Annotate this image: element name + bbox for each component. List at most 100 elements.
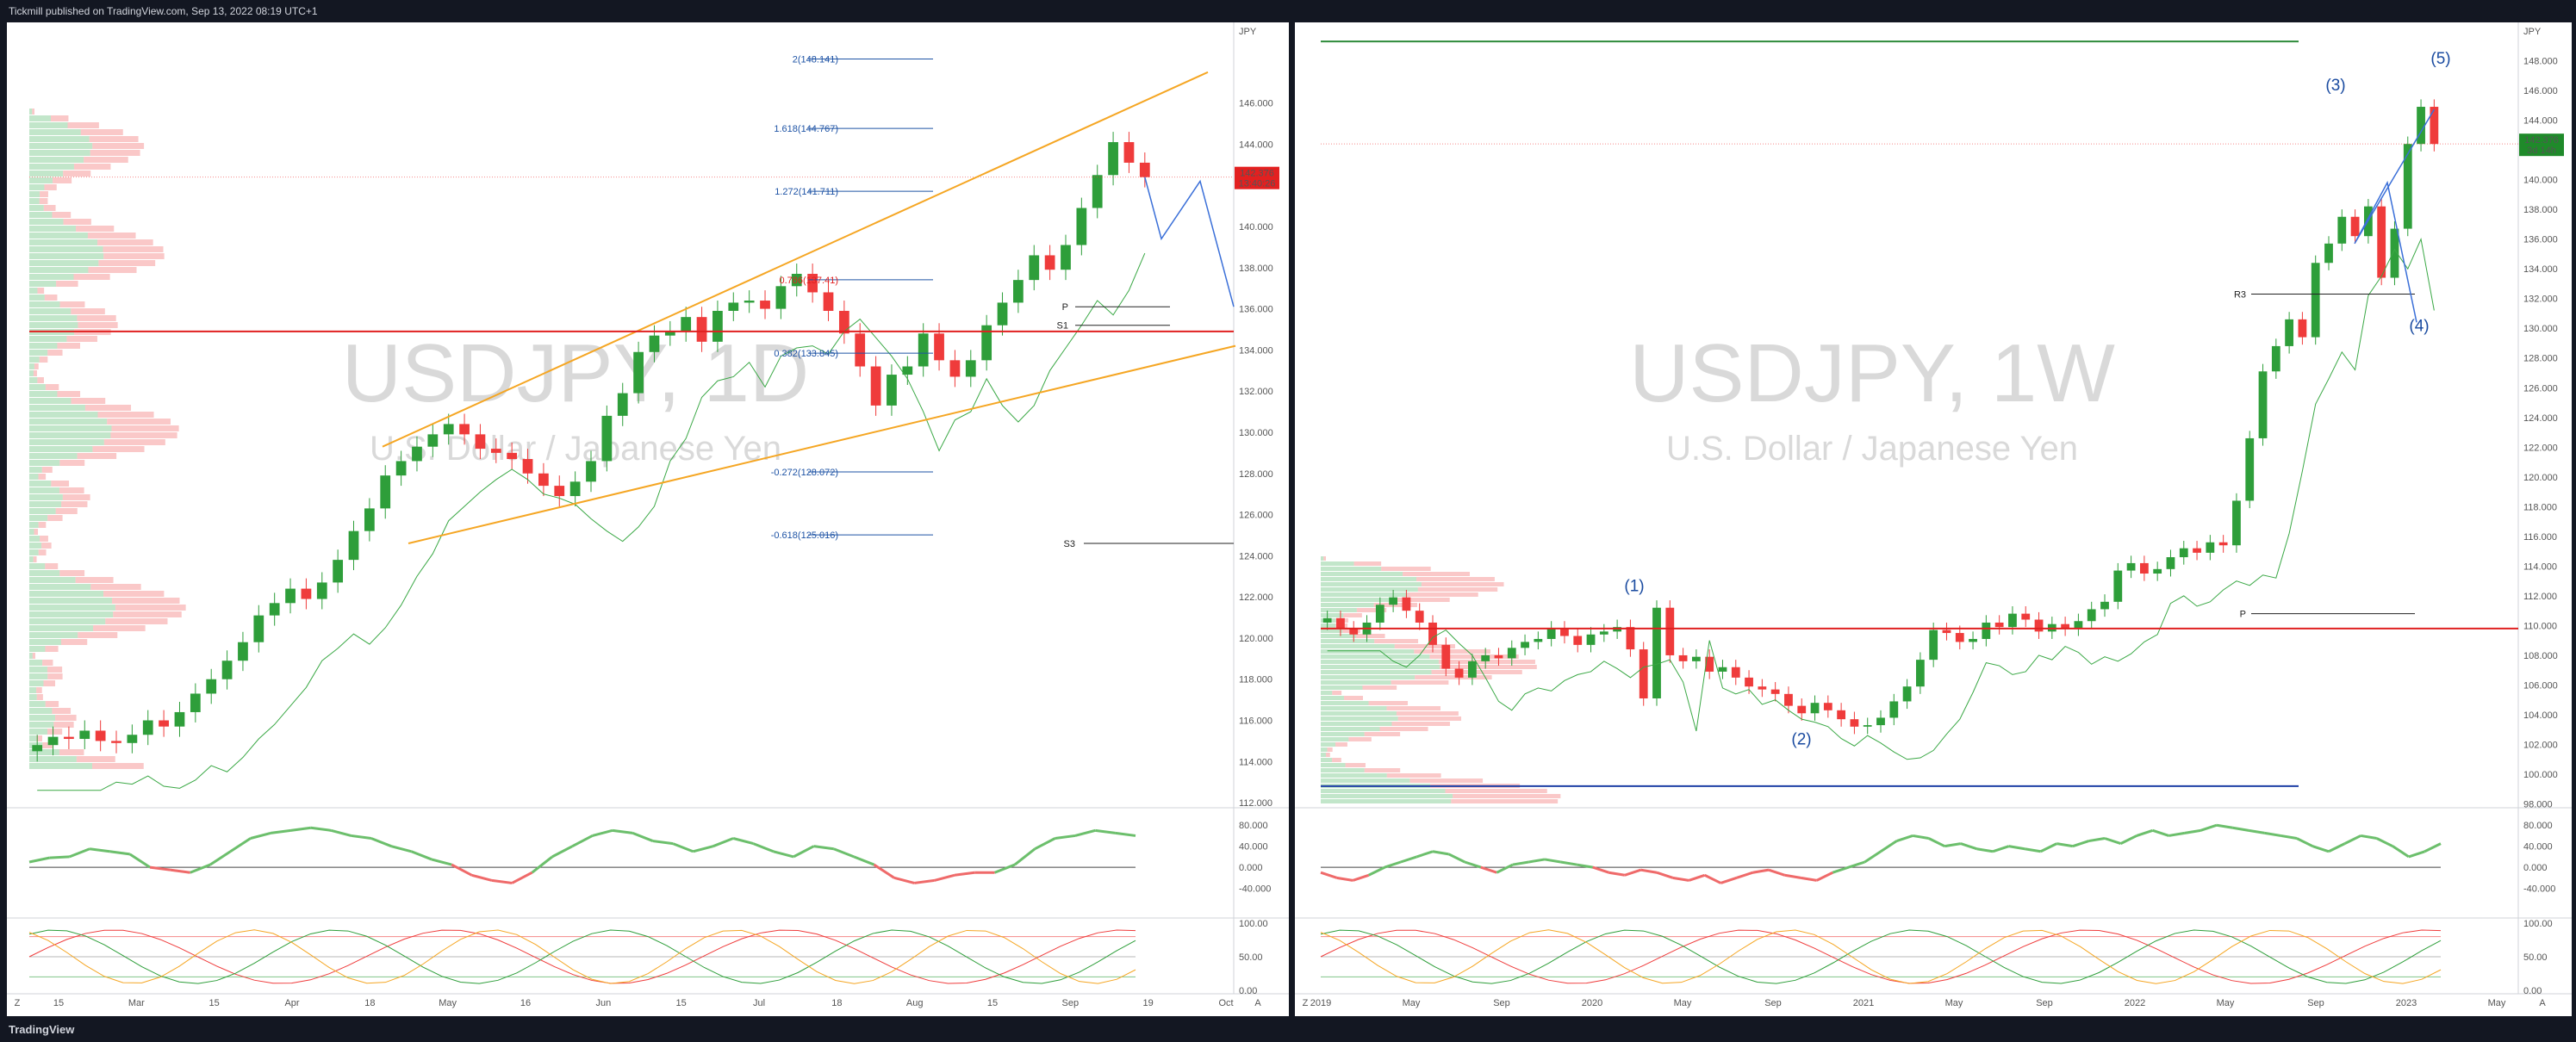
pivot-label: P xyxy=(2240,610,2246,620)
volume-profile-bar xyxy=(38,549,47,555)
price-tick-label: 146.000 xyxy=(2523,86,2558,96)
last-price-value: 142.376 xyxy=(1240,169,1274,179)
oscillator-segment xyxy=(1624,868,1641,877)
candle-body xyxy=(269,603,280,616)
oscillator-segment xyxy=(1640,868,1658,874)
volume-profile-bar xyxy=(113,611,182,617)
pivot-label: S1 xyxy=(1057,321,1068,332)
elliott-wave-label: (5) xyxy=(2430,50,2450,68)
price-tick-label: 116.000 xyxy=(2523,532,2557,543)
candle-body xyxy=(2430,107,2439,145)
candle-body xyxy=(95,730,106,741)
volume-profile-bar xyxy=(1364,768,1401,772)
volume-profile-bar xyxy=(29,357,40,363)
oscillator-segment xyxy=(2119,834,2137,845)
price-tick-label: 144.000 xyxy=(2523,116,2558,127)
currency-label: JPY xyxy=(2523,27,2542,37)
volume-profile-bar xyxy=(29,425,112,431)
weekly-chart-svg[interactable]: USDJPY, 1W U.S. Dollar / Japanese Yen 98.0… xyxy=(1295,22,2572,1016)
volume-profile-bar xyxy=(1321,742,1336,747)
volume-profile-bar xyxy=(1362,685,1397,690)
volume-profile-bar xyxy=(29,136,90,142)
oscillator-segment xyxy=(1720,876,1738,884)
time-tick-label: Jul xyxy=(753,998,765,1008)
volume-profile-bar xyxy=(1345,763,1366,767)
oscillator-segment xyxy=(1688,873,1706,882)
oscillator-segment xyxy=(1560,860,1577,866)
oscillator-segment xyxy=(1784,873,1801,879)
oscillator-segment xyxy=(1608,871,1626,877)
stochastic-line xyxy=(1320,929,2442,984)
price-tick-label: 120.000 xyxy=(1239,634,1273,644)
candle-body xyxy=(2311,263,2320,338)
volume-profile-bar xyxy=(29,618,106,624)
candle-body xyxy=(2377,206,2386,278)
tradingview-logo[interactable]: TradingView xyxy=(9,1018,74,1042)
oscillator-segment xyxy=(28,856,50,864)
oscillator-segment xyxy=(2343,834,2361,845)
scale-mode-icon[interactable]: Z xyxy=(15,998,21,1008)
candle-body xyxy=(2021,613,2031,620)
oscillator-segment xyxy=(712,837,734,848)
candle-body xyxy=(2324,243,2333,264)
symbol-watermark: USDJPY, 1D xyxy=(342,327,809,419)
oscillator-segment xyxy=(2040,842,2057,853)
daily-chart-svg[interactable]: USDJPY, 1D U.S. Dollar / Japanese Yen 112.… xyxy=(7,22,1289,1016)
volume-profile-bar xyxy=(29,184,45,190)
candle-body xyxy=(538,473,549,487)
oscillator-segment xyxy=(1736,871,1753,879)
candle-body xyxy=(1428,622,1437,645)
oscillator-segment xyxy=(2232,826,2249,832)
candle-body xyxy=(681,317,692,332)
price-tick-label: 98.000 xyxy=(2523,800,2553,810)
candle-body xyxy=(1929,630,1938,661)
scale-mode-icon[interactable]: Z xyxy=(1303,998,1309,1008)
oscillator-segment xyxy=(2056,842,2074,848)
candle-body xyxy=(1731,667,1740,678)
volume-profile-bar xyxy=(29,308,72,314)
candle-body xyxy=(285,588,296,604)
volume-profile-bar xyxy=(1391,722,1450,726)
oscillator-segment xyxy=(1848,860,1865,869)
volume-profile-bar xyxy=(1321,634,1356,638)
candle-body xyxy=(79,730,90,740)
candle-body xyxy=(1349,628,1359,635)
auto-scale-icon[interactable]: A xyxy=(2539,998,2546,1008)
candle-body xyxy=(1123,142,1135,163)
candle-body xyxy=(2087,609,2096,622)
oscillator-segment xyxy=(330,828,352,837)
chart-panel-weekly[interactable]: USDJPY, 1W U.S. Dollar / Japanese Yen 98.0… xyxy=(1295,22,2572,1016)
volume-profile-bar xyxy=(57,343,80,349)
volume-profile-bar xyxy=(1343,696,1363,700)
volume-profile-bar xyxy=(92,763,144,769)
candle-body xyxy=(2061,623,2070,629)
oscillator-segment xyxy=(2088,837,2106,843)
oscillator-segment xyxy=(2328,842,2346,853)
oscillator-segment xyxy=(491,878,513,884)
oscillator-tick-label: 0.000 xyxy=(2523,863,2548,873)
candle-body xyxy=(1678,654,1688,661)
volume-profile-bar xyxy=(76,756,115,762)
candle-body xyxy=(1837,710,1846,720)
candle-body xyxy=(1415,611,1424,623)
symbol-description-watermark: U.S. Dollar / Japanese Yen xyxy=(370,430,781,468)
oscillator-segment xyxy=(1960,842,1977,851)
oscillator-segment xyxy=(2104,837,2122,846)
candle-body xyxy=(1521,642,1529,648)
volume-profile-bar xyxy=(29,563,46,569)
candle-body xyxy=(2390,228,2399,278)
oscillator-segment xyxy=(2408,850,2425,859)
chart-panel-daily[interactable]: USDJPY, 1D U.S. Dollar / Japanese Yen 112.… xyxy=(7,22,1289,1016)
volume-profile-bar xyxy=(33,556,37,562)
volume-profile-bar xyxy=(1321,660,1439,664)
volume-profile-bar xyxy=(1394,644,1455,648)
volume-profile-bar xyxy=(52,212,72,218)
volume-profile-bar xyxy=(52,708,72,714)
oscillator-segment xyxy=(1912,834,1929,840)
volume-profile-bar xyxy=(1323,556,1326,561)
oscillator-segment xyxy=(1864,850,1882,864)
auto-scale-icon[interactable]: A xyxy=(1254,998,1261,1008)
oscillator-segment xyxy=(752,842,775,853)
volume-profile-bar xyxy=(105,618,168,624)
oscillator-segment xyxy=(853,855,875,866)
